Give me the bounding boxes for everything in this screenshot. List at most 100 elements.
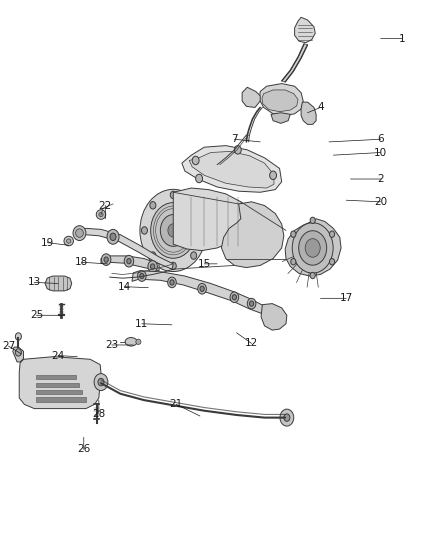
Ellipse shape: [299, 231, 327, 265]
Polygon shape: [35, 390, 82, 394]
Circle shape: [138, 271, 146, 281]
Circle shape: [168, 277, 176, 288]
Polygon shape: [189, 151, 274, 188]
Polygon shape: [78, 228, 173, 269]
Circle shape: [151, 264, 155, 269]
Circle shape: [199, 227, 205, 234]
Circle shape: [148, 261, 157, 272]
Polygon shape: [101, 256, 159, 271]
Circle shape: [234, 146, 241, 154]
Polygon shape: [35, 383, 79, 387]
Polygon shape: [285, 219, 341, 276]
Polygon shape: [35, 398, 86, 402]
Text: 26: 26: [77, 445, 90, 455]
Circle shape: [170, 280, 174, 285]
Text: 15: 15: [198, 259, 211, 269]
Ellipse shape: [67, 239, 71, 243]
Polygon shape: [45, 276, 72, 291]
Circle shape: [124, 255, 134, 267]
Polygon shape: [35, 375, 76, 379]
Circle shape: [196, 174, 202, 183]
Text: 24: 24: [51, 351, 64, 361]
Circle shape: [232, 295, 237, 300]
Circle shape: [102, 254, 111, 265]
Circle shape: [127, 259, 131, 264]
Circle shape: [191, 252, 197, 259]
Polygon shape: [295, 17, 315, 43]
Circle shape: [249, 301, 254, 306]
Text: 22: 22: [99, 200, 112, 211]
Circle shape: [270, 171, 276, 180]
Ellipse shape: [76, 229, 83, 237]
Polygon shape: [19, 357, 101, 409]
Polygon shape: [259, 84, 303, 115]
Text: 4: 4: [317, 102, 324, 112]
Polygon shape: [13, 347, 24, 362]
Ellipse shape: [99, 213, 103, 216]
Circle shape: [198, 284, 206, 294]
Text: 14: 14: [118, 281, 131, 292]
Text: 12: 12: [245, 338, 258, 349]
Polygon shape: [242, 87, 260, 108]
Ellipse shape: [73, 225, 86, 240]
Polygon shape: [261, 304, 287, 330]
Text: 1: 1: [399, 34, 406, 44]
Circle shape: [200, 286, 204, 292]
Ellipse shape: [96, 210, 106, 219]
Text: 18: 18: [75, 257, 88, 267]
Text: 27: 27: [2, 341, 15, 351]
Circle shape: [191, 201, 197, 209]
Polygon shape: [182, 146, 282, 192]
Circle shape: [15, 333, 21, 340]
Circle shape: [110, 233, 116, 240]
Circle shape: [150, 201, 156, 209]
Circle shape: [107, 229, 119, 244]
Circle shape: [280, 409, 294, 426]
Polygon shape: [132, 271, 265, 314]
Circle shape: [94, 374, 108, 391]
Text: 7: 7: [231, 134, 238, 144]
Ellipse shape: [151, 203, 196, 259]
Polygon shape: [282, 44, 307, 82]
Circle shape: [291, 231, 296, 237]
Circle shape: [170, 191, 176, 199]
Circle shape: [141, 227, 148, 234]
Ellipse shape: [160, 215, 186, 246]
Text: 25: 25: [30, 310, 43, 320]
Ellipse shape: [168, 224, 179, 237]
Text: 10: 10: [374, 148, 387, 158]
Text: 17: 17: [339, 293, 353, 303]
Text: 28: 28: [92, 409, 106, 419]
Ellipse shape: [136, 339, 141, 344]
Text: 13: 13: [28, 277, 41, 287]
Circle shape: [98, 378, 104, 386]
Circle shape: [284, 414, 290, 421]
Polygon shape: [222, 202, 284, 268]
Polygon shape: [173, 188, 247, 251]
Circle shape: [104, 257, 108, 262]
Circle shape: [140, 273, 144, 279]
Text: 20: 20: [374, 197, 387, 207]
Circle shape: [329, 231, 335, 237]
Polygon shape: [271, 113, 290, 123]
Text: 2: 2: [378, 174, 384, 184]
Text: 6: 6: [378, 134, 384, 144]
Circle shape: [170, 262, 176, 270]
Circle shape: [15, 349, 21, 356]
Polygon shape: [262, 90, 298, 112]
Text: 19: 19: [41, 238, 54, 248]
Text: 21: 21: [170, 399, 183, 409]
Text: 23: 23: [105, 340, 118, 350]
Circle shape: [310, 217, 315, 223]
Circle shape: [291, 259, 296, 265]
Circle shape: [230, 292, 239, 303]
Ellipse shape: [292, 223, 333, 273]
Ellipse shape: [64, 236, 74, 246]
Circle shape: [247, 298, 256, 309]
Circle shape: [310, 272, 315, 279]
Circle shape: [329, 259, 335, 265]
Circle shape: [150, 252, 156, 259]
Ellipse shape: [305, 239, 320, 257]
Ellipse shape: [140, 189, 207, 271]
Ellipse shape: [125, 337, 137, 346]
